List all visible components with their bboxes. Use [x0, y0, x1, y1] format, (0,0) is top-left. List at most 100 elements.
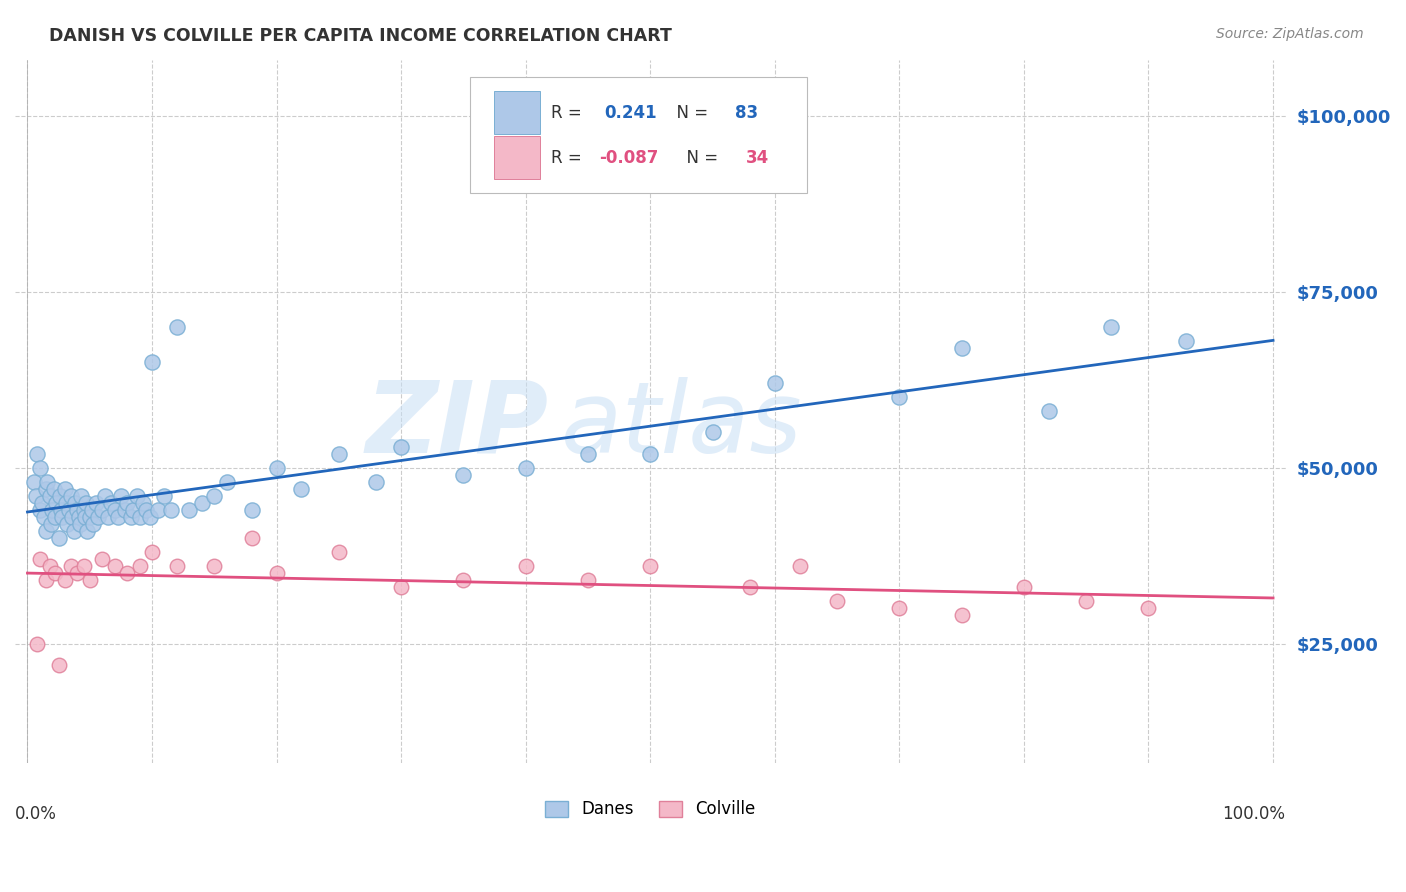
Point: [72, 559, 94, 574]
Point: [638, 559, 661, 574]
Text: 0.241: 0.241: [605, 103, 657, 122]
Point: [515, 559, 537, 574]
Point: [576, 573, 599, 587]
Point: [191, 496, 214, 510]
Point: [115, 496, 138, 510]
Point: [51, 509, 73, 524]
Point: [122, 503, 145, 517]
Point: [215, 475, 238, 489]
Point: [825, 594, 848, 608]
Point: [38, 489, 60, 503]
Text: N =: N =: [676, 149, 723, 167]
Point: [453, 573, 475, 587]
Point: [366, 475, 388, 489]
Point: [49, 503, 72, 517]
Text: N =: N =: [665, 103, 713, 122]
Text: 100.0%: 100.0%: [1222, 805, 1285, 823]
Point: [48, 531, 70, 545]
Point: [1137, 601, 1160, 615]
Point: [1099, 320, 1122, 334]
Point: [28, 460, 51, 475]
Point: [166, 559, 188, 574]
Point: [132, 496, 155, 510]
Point: [1012, 580, 1035, 594]
Point: [328, 545, 350, 559]
Point: [53, 482, 76, 496]
Point: [58, 503, 80, 517]
Text: ZIP: ZIP: [366, 377, 548, 474]
Point: [97, 509, 120, 524]
Point: [44, 566, 66, 581]
Point: [128, 559, 150, 574]
Point: [138, 509, 160, 524]
Point: [93, 489, 115, 503]
Point: [79, 573, 101, 587]
Point: [115, 566, 138, 581]
Point: [202, 489, 225, 503]
Text: -0.087: -0.087: [599, 149, 659, 167]
Point: [28, 503, 51, 517]
Point: [763, 376, 786, 391]
Point: [202, 559, 225, 574]
Point: [44, 509, 66, 524]
Point: [135, 503, 157, 517]
Point: [35, 524, 58, 538]
Point: [87, 509, 110, 524]
Point: [22, 475, 45, 489]
Point: [48, 657, 70, 672]
Point: [166, 320, 188, 334]
Point: [141, 545, 163, 559]
Point: [100, 496, 122, 510]
Point: [28, 552, 51, 566]
Text: R =: R =: [551, 103, 592, 122]
Point: [576, 446, 599, 460]
Legend: Danes, Colville: Danes, Colville: [538, 794, 762, 825]
Point: [114, 503, 136, 517]
Point: [69, 516, 91, 531]
Point: [153, 489, 176, 503]
Text: atlas: atlas: [561, 377, 803, 474]
Point: [240, 503, 263, 517]
Point: [738, 580, 761, 594]
Text: 0.0%: 0.0%: [15, 805, 56, 823]
Point: [453, 467, 475, 482]
Point: [35, 482, 58, 496]
Point: [91, 503, 114, 517]
Point: [31, 496, 53, 510]
FancyBboxPatch shape: [494, 136, 540, 179]
Point: [35, 573, 58, 587]
Point: [53, 573, 76, 587]
Point: [76, 524, 98, 538]
Point: [179, 503, 201, 517]
Point: [37, 475, 59, 489]
Text: 83: 83: [735, 103, 758, 122]
Point: [60, 489, 83, 503]
Point: [72, 503, 94, 517]
Point: [79, 509, 101, 524]
Point: [141, 355, 163, 369]
Point: [55, 496, 77, 510]
FancyBboxPatch shape: [494, 91, 540, 134]
Text: Source: ZipAtlas.com: Source: ZipAtlas.com: [1216, 27, 1364, 41]
Point: [73, 509, 96, 524]
Point: [266, 460, 288, 475]
Point: [39, 516, 62, 531]
Point: [75, 496, 97, 510]
Point: [27, 446, 49, 460]
Point: [110, 489, 132, 503]
Point: [1076, 594, 1098, 608]
Point: [66, 503, 89, 517]
Point: [789, 559, 811, 574]
Point: [240, 531, 263, 545]
Point: [56, 516, 79, 531]
Point: [328, 446, 350, 460]
Text: 34: 34: [745, 149, 769, 167]
Point: [82, 503, 104, 517]
Point: [266, 566, 288, 581]
Point: [104, 503, 127, 517]
Text: DANISH VS COLVILLE PER CAPITA INCOME CORRELATION CHART: DANISH VS COLVILLE PER CAPITA INCOME COR…: [49, 27, 672, 45]
Point: [38, 559, 60, 574]
Point: [128, 509, 150, 524]
Point: [1174, 334, 1197, 348]
Point: [107, 509, 129, 524]
